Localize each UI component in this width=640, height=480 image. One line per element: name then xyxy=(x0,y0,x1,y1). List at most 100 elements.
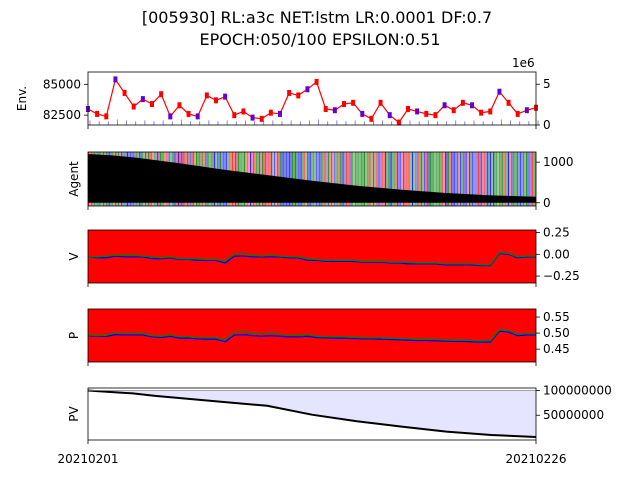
env-price-candle xyxy=(387,112,392,119)
agent-action-stripe xyxy=(382,152,384,206)
agent-action-stripe xyxy=(329,152,331,206)
agent-action-stripe xyxy=(506,152,508,206)
agent-holdings-area xyxy=(88,154,536,203)
agent-action-stripe xyxy=(368,152,370,206)
env-price-candle xyxy=(506,99,511,106)
agent-action-stripe xyxy=(385,152,387,206)
agent-action-stripe xyxy=(487,152,489,206)
env-price-candle xyxy=(369,115,374,122)
agent-action-stripe xyxy=(436,152,438,206)
env-price-candle xyxy=(323,105,328,112)
agent-action-stripe xyxy=(434,152,436,206)
env-price-line xyxy=(87,77,537,124)
agent-action-stripe xyxy=(379,152,381,206)
agent-action-stripe xyxy=(532,152,534,206)
agent-action-stripe xyxy=(451,152,453,206)
agent-action-stripe xyxy=(410,152,412,206)
agent-action-stripe xyxy=(302,152,304,206)
env-price-candle xyxy=(342,101,346,108)
p-series-line-policy_buy xyxy=(87,330,536,343)
env-price-candle xyxy=(296,92,301,99)
agent-action-stripe xyxy=(310,152,312,206)
agent-action-stripe xyxy=(490,152,492,206)
chart-title-line-2: EPOCH:050/100 EPSILON:0.51 xyxy=(199,30,440,49)
agent-action-stripe xyxy=(304,152,306,206)
agent-action-stripe xyxy=(361,152,363,206)
env-price-candle xyxy=(287,89,292,96)
env-price-candle xyxy=(479,109,484,116)
panel-p: 0.55 0.50 0.45 P xyxy=(67,308,570,366)
agent-action-stripe xyxy=(332,152,334,206)
env-right-tick-label: 0 xyxy=(543,118,551,132)
agent-action-stripe xyxy=(347,152,349,206)
agent-frame xyxy=(87,151,537,207)
agent-action-stripe xyxy=(488,152,490,206)
v-y-axis-label: V xyxy=(67,252,81,261)
x-tick-label-end: 20210226 xyxy=(505,452,566,466)
agent-action-stripe xyxy=(449,152,451,206)
env-price-candle xyxy=(305,86,310,93)
agent-action-stripe xyxy=(415,152,417,206)
agent-action-stripe xyxy=(335,152,337,206)
agent-action-stripe xyxy=(424,152,426,206)
agent-action-stripe xyxy=(320,152,322,206)
agent-action-stripe xyxy=(530,152,532,206)
v-series-line-value_buy xyxy=(87,252,536,267)
chart-title-line-1: [005930] RL:a3c NET:lstm LR:0.0001 DF:0.… xyxy=(142,8,492,27)
agent-action-stripe xyxy=(322,152,324,206)
agent-action-stripe xyxy=(388,152,390,206)
env-price-candle xyxy=(442,102,447,109)
agent-action-stripe xyxy=(359,152,361,206)
agent-action-stripe xyxy=(325,152,327,206)
agent-action-stripe xyxy=(533,152,535,206)
agent-action-stripe xyxy=(515,152,517,206)
p-series-line-policy_sell xyxy=(87,329,536,342)
agent-action-stripe xyxy=(470,152,472,206)
env-price-candle xyxy=(131,103,136,110)
agent-action-stripe xyxy=(509,152,511,206)
agent-action-stripe xyxy=(527,152,529,206)
pv-y-axis-label: PV xyxy=(67,405,81,421)
agent-action-stripe xyxy=(529,152,531,206)
agent-action-stripe xyxy=(358,152,360,206)
agent-action-stripe xyxy=(422,152,424,206)
env-price-candle xyxy=(278,110,282,117)
env-price-candle xyxy=(177,102,182,109)
agent-action-stripe xyxy=(472,152,474,206)
agent-action-stripe xyxy=(374,152,376,206)
agent-action-stripe xyxy=(499,152,501,206)
agent-action-stripe xyxy=(386,152,388,206)
agent-action-stripe xyxy=(331,152,333,206)
pv-right-tick-label: 100000000 xyxy=(543,383,612,397)
agent-action-stripe xyxy=(376,152,378,206)
env-price-candle xyxy=(515,110,520,117)
agent-action-stripe xyxy=(398,152,400,206)
agent-action-stripe xyxy=(427,152,429,206)
agent-action-stripe xyxy=(319,152,321,206)
agent-action-stripe xyxy=(464,152,466,206)
agent-action-stripe xyxy=(317,152,319,206)
env-price-candle xyxy=(396,119,401,126)
p-frame xyxy=(87,308,537,363)
agent-action-stripe xyxy=(394,152,396,206)
agent-action-stripe xyxy=(500,152,502,206)
agent-action-stripe xyxy=(460,152,462,206)
agent-action-stripe xyxy=(344,152,346,206)
env-price-candle xyxy=(150,101,154,108)
agent-action-stripe xyxy=(445,152,447,206)
agent-action-stripe xyxy=(407,152,409,206)
env-price-candle xyxy=(470,102,474,109)
env-price-candle xyxy=(378,99,383,106)
agent-action-stripe xyxy=(485,152,487,206)
panel-agent: 1000 0 Agent xyxy=(67,151,574,210)
agent-action-stripe xyxy=(448,152,450,206)
agent-action-stripe xyxy=(518,152,520,206)
env-price-candle xyxy=(433,112,438,119)
agent-action-stripe xyxy=(401,152,403,206)
agent-action-stripe xyxy=(406,152,408,206)
pv-right-tick-label: 50000000 xyxy=(543,408,604,422)
agent-action-stripe xyxy=(430,152,432,206)
agent-action-stripe xyxy=(391,152,393,206)
agent-action-stripe xyxy=(392,152,394,206)
env-price-candle xyxy=(415,108,420,115)
